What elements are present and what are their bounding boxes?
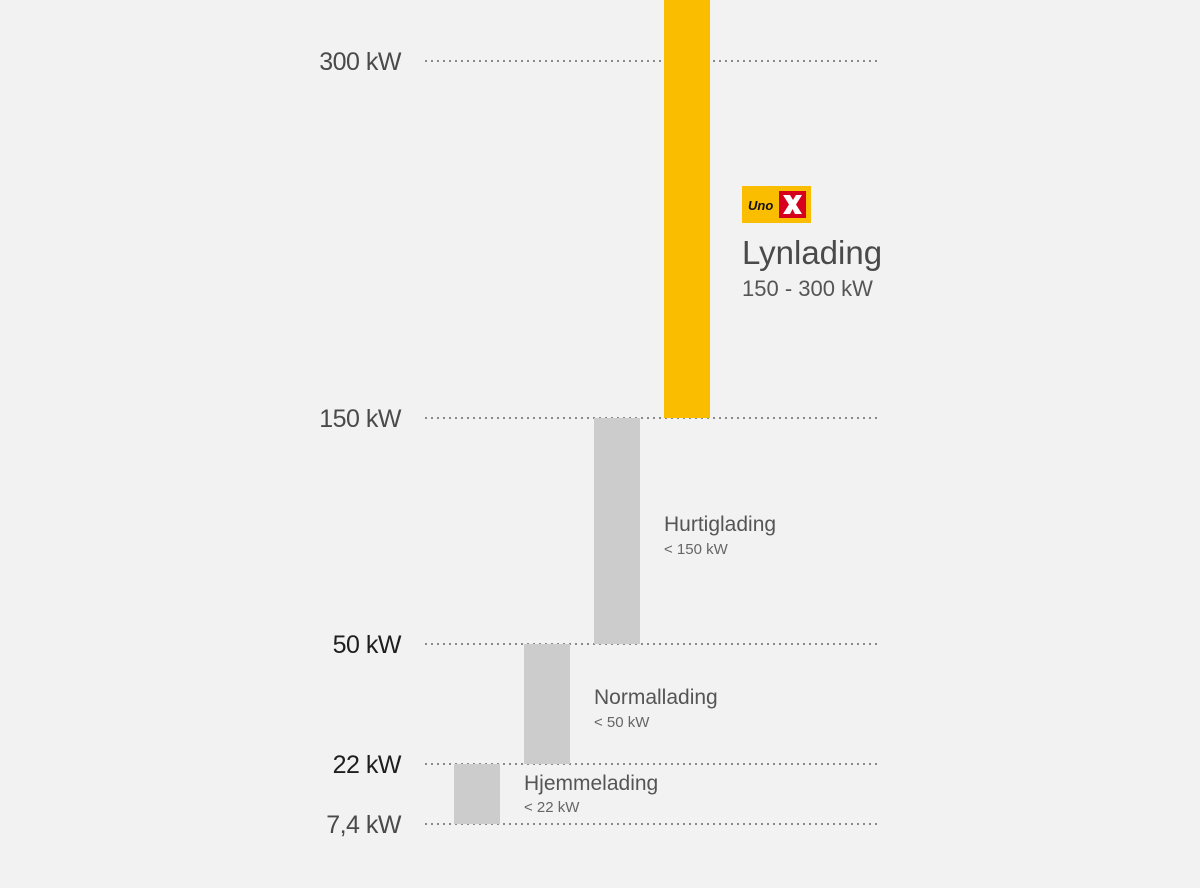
y-tick-label: 300 kW bbox=[319, 48, 402, 76]
bar-label-name: Hjemmelading bbox=[524, 772, 658, 795]
logo-text: Uno bbox=[748, 198, 773, 213]
bar-hurtiglading bbox=[594, 418, 640, 644]
bar-label-range: < 22 kW bbox=[524, 799, 580, 816]
logo-x-icon bbox=[783, 195, 802, 214]
bar-label-range: 150 - 300 kW bbox=[742, 276, 873, 301]
bar-labels: Hjemmelading < 22 kW Normallading < 50 kW Hu… bbox=[524, 234, 882, 816]
y-tick-labels: 7,4 kW 22 kW 50 kW 150 kW 300 kW bbox=[319, 48, 402, 839]
y-tick-label: 150 kW bbox=[319, 405, 402, 433]
bar-lynlading bbox=[664, 0, 710, 418]
bars bbox=[454, 0, 710, 824]
gridlines bbox=[425, 60, 880, 825]
bar-label-name: Lynlading bbox=[742, 234, 882, 271]
uno-x-logo: Uno bbox=[742, 186, 811, 223]
y-tick-label: 50 kW bbox=[333, 631, 402, 659]
bar-normallading bbox=[524, 644, 570, 764]
bar-label-range: < 50 kW bbox=[594, 714, 650, 731]
bar-hjemmelading bbox=[454, 764, 500, 824]
y-tick-label: 22 kW bbox=[333, 751, 402, 779]
bar-label-name: Normallading bbox=[594, 686, 718, 709]
bar-label-name: Hurtiglading bbox=[664, 513, 776, 536]
y-tick-label: 7,4 kW bbox=[326, 811, 402, 839]
bar-label-range: < 150 kW bbox=[664, 541, 729, 558]
